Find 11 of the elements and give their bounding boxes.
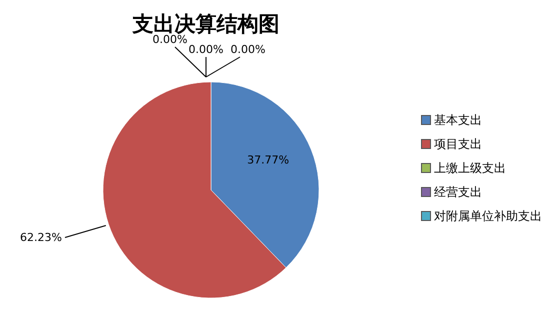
chart-title: 支出决算结构图 (131, 10, 280, 36)
data-label: 62.23% (20, 230, 62, 244)
legend-label: 上缴上级支出 (434, 160, 506, 176)
legend-label: 对附属单位补助支出 (434, 208, 542, 224)
legend-label: 项目支出 (434, 136, 482, 152)
data-label: 37.77% (247, 153, 290, 166)
text: 0.00% (188, 43, 224, 56)
text: 0.00% (152, 33, 188, 46)
text: 0.00% (230, 43, 266, 56)
legend-label: 基本支出 (434, 112, 482, 128)
legend-label: 经营支出 (434, 184, 482, 200)
